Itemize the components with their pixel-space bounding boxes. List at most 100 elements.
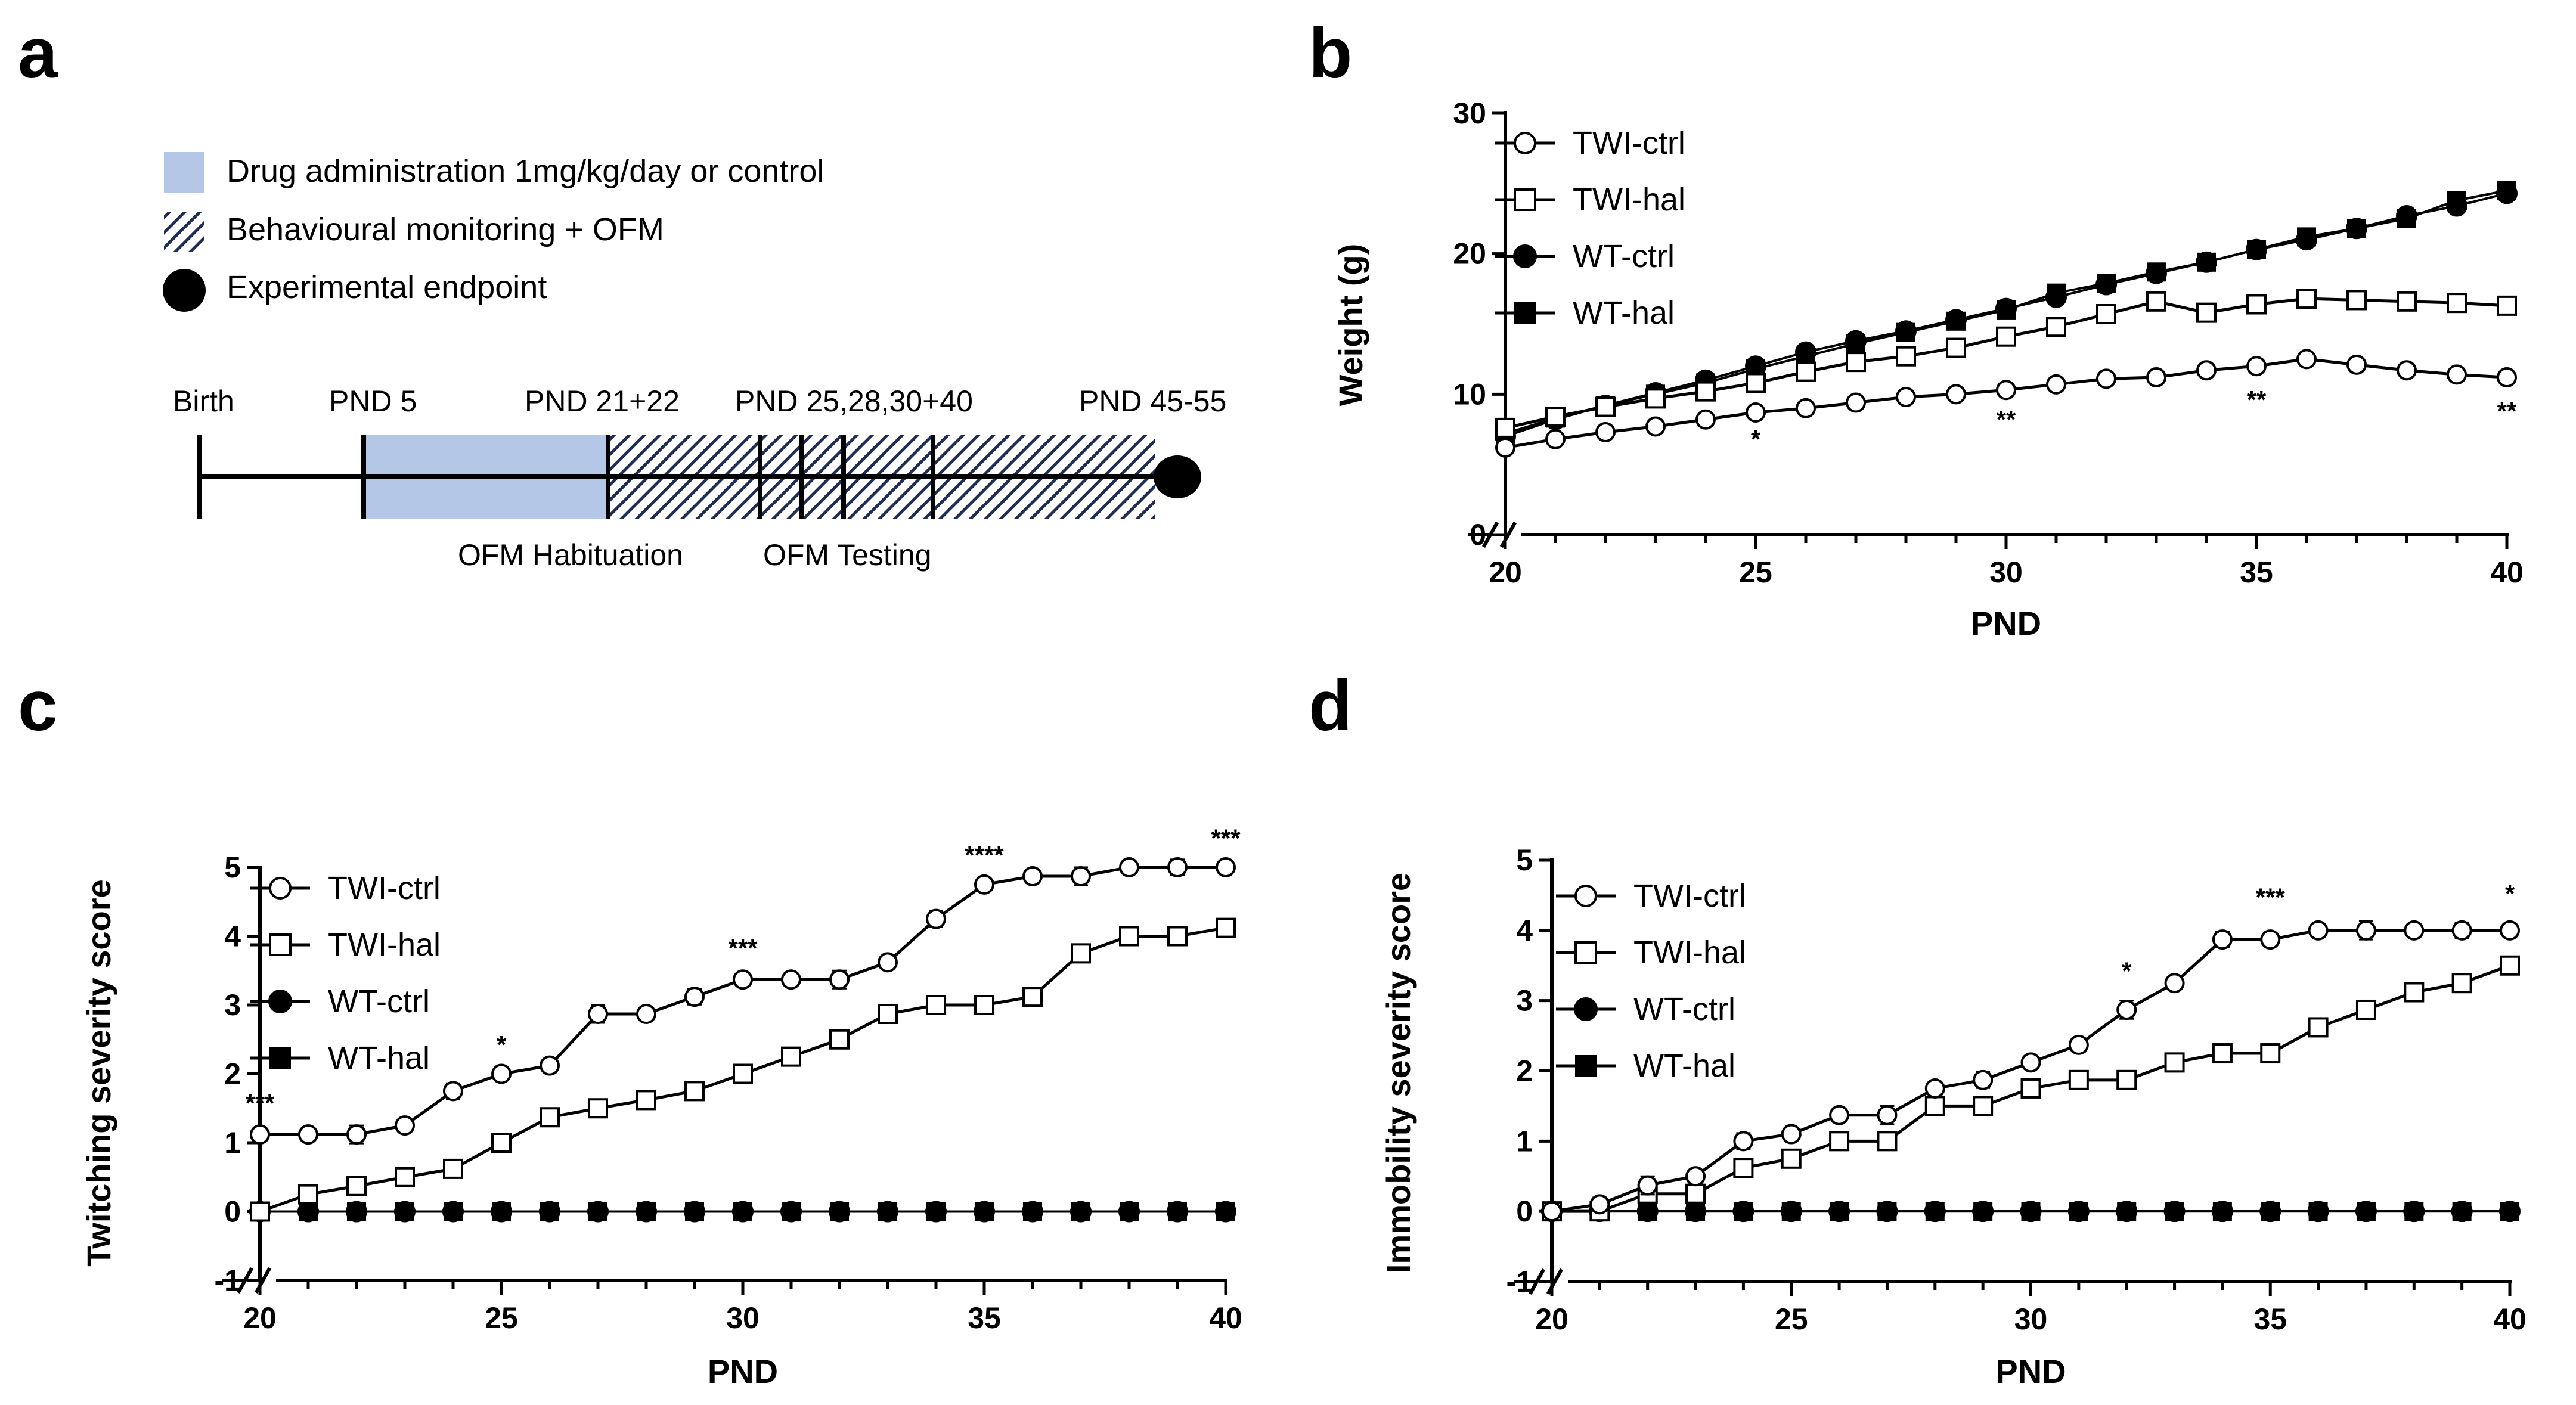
data-point-TWI-hal: [2096, 304, 2116, 325]
data-point-WT-hal: [2500, 1202, 2519, 1221]
significance-label: ***: [1211, 824, 1241, 852]
data-point-TWI-ctrl: [395, 1115, 415, 1136]
y-axis-label: Immobility severity score: [1380, 873, 1417, 1273]
data-point-WT-hal: [1071, 1202, 1090, 1221]
data-point-WT-hal: [1946, 311, 1966, 331]
data-point-TWI-ctrl: [636, 1004, 656, 1025]
data-point-TWI-hal: [878, 1004, 898, 1025]
data-point-TWI-hal: [2404, 982, 2425, 1003]
x-tick-label: 20: [243, 1301, 277, 1335]
legend-label: WT-hal: [1573, 295, 1675, 331]
y-tick-label: 3: [1516, 984, 1533, 1018]
timeline-label-pnd5: PND 5: [329, 384, 417, 418]
significance-label: *: [1751, 425, 1761, 453]
data-point-WT-hal: [299, 1202, 318, 1221]
data-point-TWI-hal: [1877, 1131, 1898, 1152]
data-point-WT-hal: [2447, 191, 2466, 210]
data-point-WT-hal: [1896, 322, 1915, 342]
data-point-TWI-hal: [1829, 1131, 1850, 1152]
y-tick-label: 2: [224, 1057, 241, 1091]
data-point-TWI-hal: [2260, 1043, 2281, 1064]
legend-marker-WT-ctrl: [1574, 997, 1598, 1021]
data-point-WT-hal: [1781, 1202, 1801, 1221]
significance-label: **: [2247, 386, 2267, 414]
data-point-WT-hal: [1168, 1202, 1187, 1221]
data-point-TWI-hal: [2246, 294, 2267, 315]
x-tick-label: 40: [2490, 556, 2524, 589]
data-point-TWI-ctrl: [733, 969, 753, 990]
data-point-WT-hal: [1925, 1202, 1945, 1221]
data-point-TWI-hal: [2068, 1069, 2089, 1090]
panel-label-a: a: [18, 13, 58, 93]
data-point-TWI-ctrl: [443, 1081, 463, 1102]
data-point-TWI-ctrl: [1495, 437, 1515, 458]
data-point-TWI-hal: [395, 1167, 415, 1187]
data-point-WT-hal: [2261, 1202, 2280, 1221]
immobility-chart: -1 0 1 2 3 4 5 20 25 30 35 40 PND Immobility severity…: [1380, 843, 2527, 1390]
data-point-TWI-ctrl: [1542, 1201, 1562, 1222]
data-point-TWI-ctrl: [2308, 920, 2329, 941]
data-point-TWI-hal: [1973, 1096, 1994, 1116]
significance-label: **: [2497, 397, 2517, 425]
data-point-TWI-ctrl: [2447, 364, 2467, 385]
y-tick-label: 5: [224, 851, 241, 884]
data-point-TWI-hal: [1695, 381, 1716, 402]
data-point-TWI-ctrl: [1216, 857, 1236, 877]
timeline-label-testing: OFM Testing: [763, 538, 932, 572]
data-point-WT-hal: [2397, 209, 2416, 228]
data-point-TWI-ctrl: [1022, 866, 1043, 887]
data-point-TWI-hal: [540, 1107, 560, 1128]
data-point-WT-hal: [1216, 1202, 1235, 1221]
data-point-TWI-ctrl: [878, 952, 898, 973]
x-tick-label: 25: [1739, 556, 1772, 589]
data-point-TWI-ctrl: [2196, 360, 2217, 381]
data-point-WT-hal: [878, 1202, 897, 1221]
timeline-label-pnd25: PND 25,28,30+40: [735, 384, 973, 418]
data-point-TWI-ctrl: [1877, 1105, 1898, 1125]
data-point-WT-hal: [347, 1202, 366, 1221]
x-axis-label: PND: [708, 1353, 778, 1390]
data-point-WT-hal: [395, 1202, 414, 1221]
data-point-WT-hal: [2497, 181, 2516, 200]
data-point-TWI-ctrl: [2068, 1034, 2089, 1055]
data-point-WT-hal: [1734, 1202, 1753, 1221]
legend-marker-WT-ctrl: [268, 990, 292, 1013]
data-point-WT-hal: [2021, 1202, 2041, 1221]
data-point-TWI-ctrl: [2346, 354, 2367, 375]
data-point-TWI-hal: [1022, 987, 1043, 1007]
data-point-TWI-ctrl: [1589, 1194, 1610, 1215]
legend-endpoint-dot: [163, 269, 206, 312]
y-axis-label: Twitching severity score: [80, 879, 117, 1266]
data-point-TWI-ctrl: [684, 987, 705, 1007]
y-tick-label: -1: [1506, 1265, 1533, 1298]
data-point-WT-hal: [2069, 1202, 2088, 1221]
data-point-TWI-hal: [1924, 1096, 1945, 1116]
data-point-TWI-hal: [1645, 388, 1666, 409]
legend-marker-TWI-hal: [1514, 188, 1536, 211]
legend-label: TWI-hal: [1573, 182, 1685, 218]
data-point-TWI-ctrl: [1695, 409, 1716, 430]
data-point-TWI-hal: [2296, 289, 2317, 309]
legend-label: WT-hal: [1633, 1048, 1735, 1084]
twitching-chart: -1 0 1 2 3 4 5 20 25 30 35 40 PND Twitching severity …: [80, 824, 1242, 1390]
data-point-WT-hal: [975, 1202, 994, 1221]
data-point-WT-hal: [2308, 1202, 2328, 1221]
data-point-WT-hal: [1686, 1202, 1706, 1221]
x-tick-label: 25: [485, 1301, 518, 1335]
timeline-label-pnd45: PND 45-55: [1079, 384, 1226, 418]
legend-marker-WT-ctrl: [1513, 244, 1537, 268]
data-point-TWI-ctrl: [1733, 1131, 1754, 1152]
experimental-endpoint-dot: [1154, 455, 1201, 498]
data-point-TWI-ctrl: [2046, 374, 2066, 395]
data-point-TWI-ctrl: [1746, 402, 1766, 423]
y-tick-label: 4: [1516, 914, 1533, 947]
legend-marker-WT-hal: [1575, 1055, 1597, 1077]
data-point-TWI-hal: [1781, 1148, 1802, 1169]
data-point-TWI-hal: [2020, 1078, 2041, 1099]
data-point-TWI-hal: [1746, 373, 1766, 393]
data-point-TWI-hal: [781, 1046, 801, 1067]
data-point-TWI-ctrl: [2246, 356, 2267, 377]
data-point-WT-hal: [782, 1202, 801, 1221]
y-tick-label: 1: [224, 1126, 241, 1159]
